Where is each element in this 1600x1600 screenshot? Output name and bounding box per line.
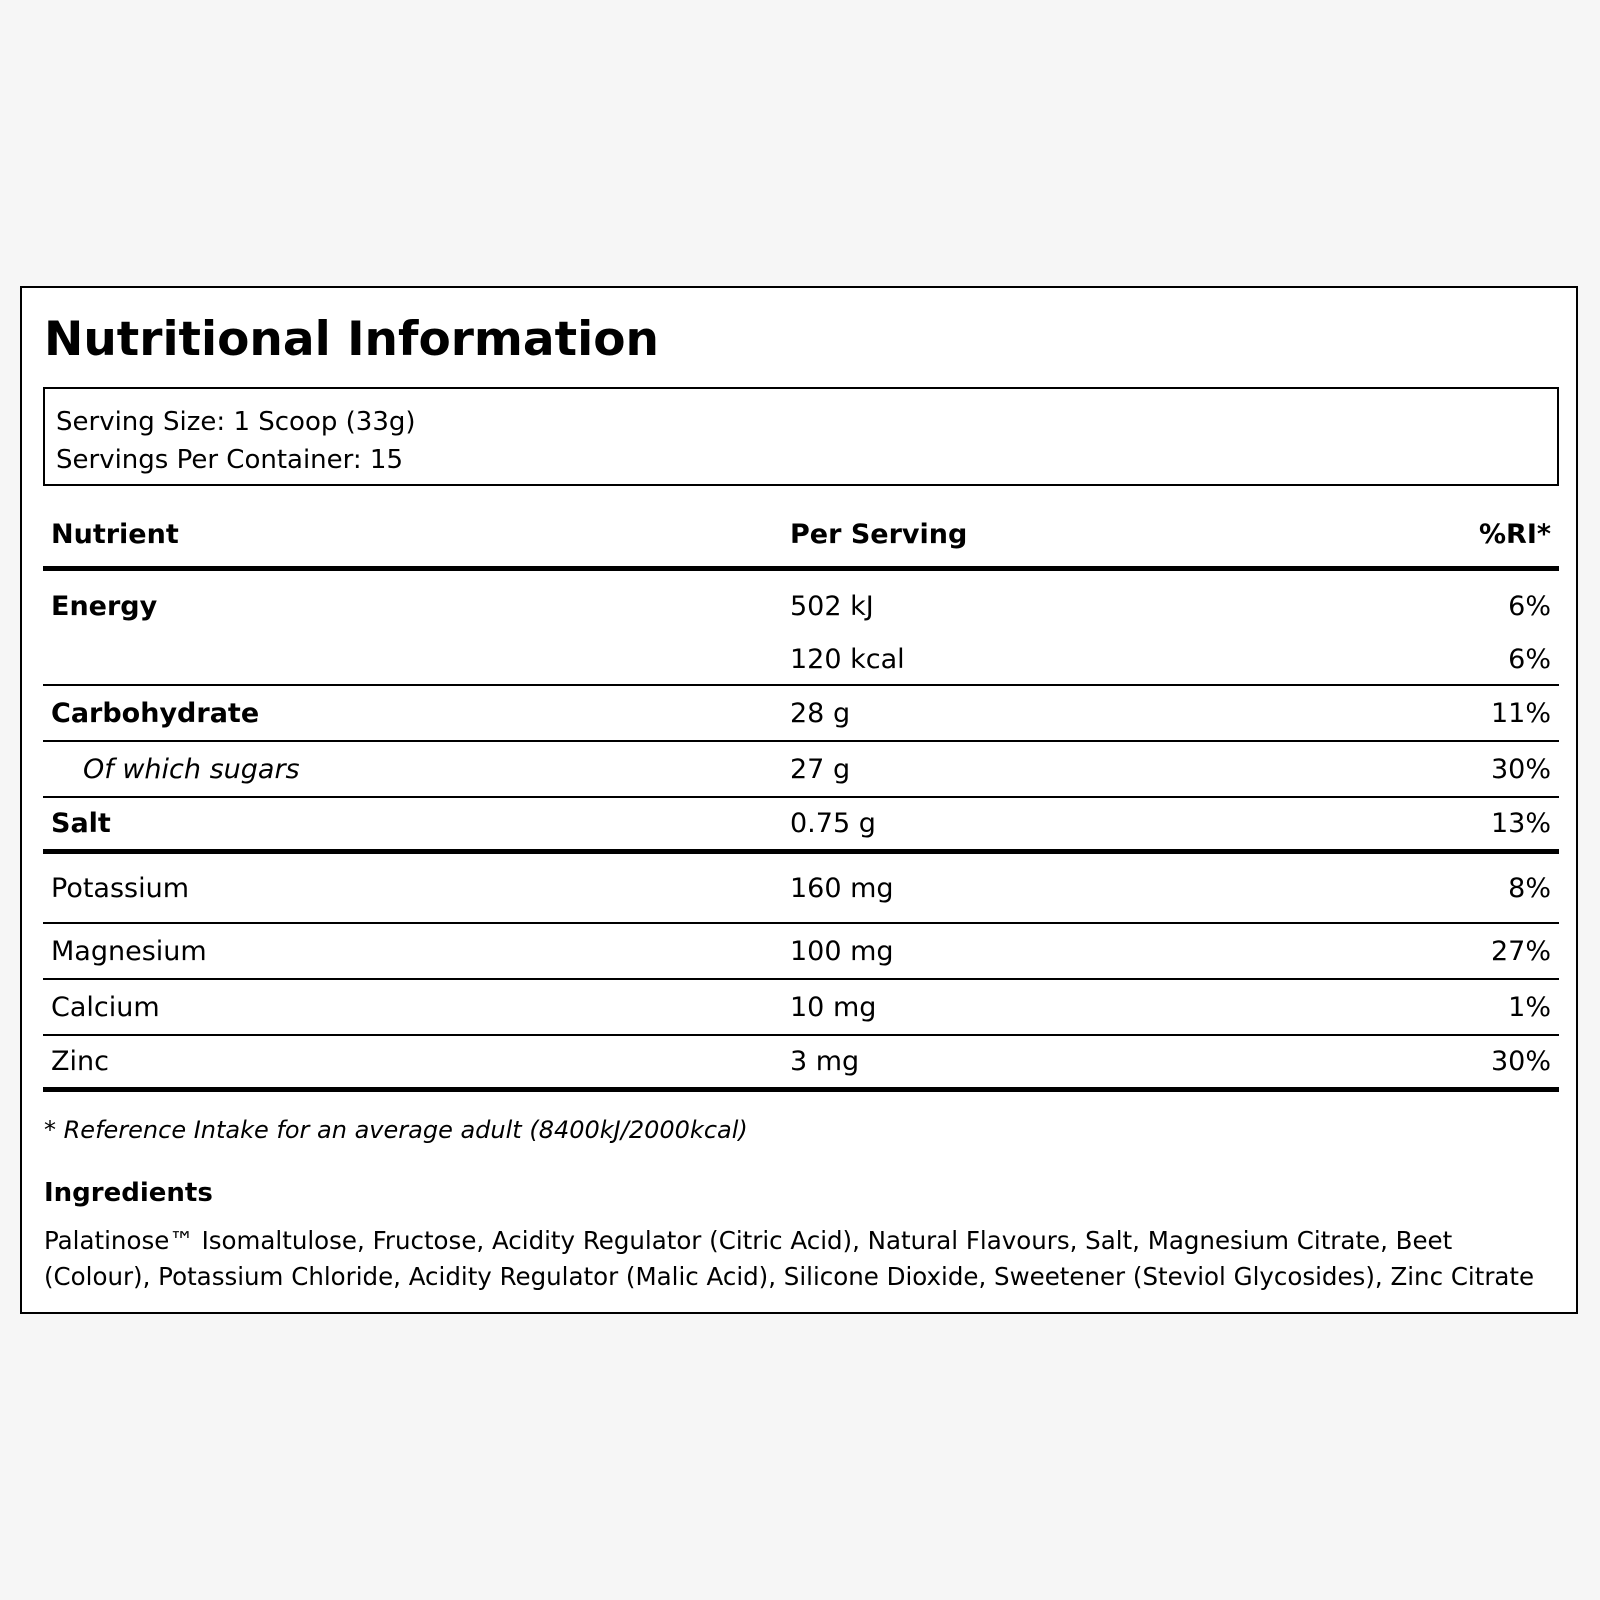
table-row-salt: Salt 0.75 g 13%: [43, 798, 1559, 854]
table-row-energy-kcal: 120 kcal 6%: [43, 634, 1559, 686]
per-serving-value: 120 kcal: [790, 643, 905, 675]
table-row-zinc: Zinc 3 mg 30%: [43, 1036, 1559, 1092]
per-serving-value: 10 mg: [790, 991, 877, 1023]
per-serving-value: 160 mg: [790, 872, 894, 904]
per-serving-value: 0.75 g: [790, 808, 876, 839]
ri-value: 30%: [1490, 1046, 1551, 1077]
table-row-magnesium: Magnesium 100 mg 27%: [43, 924, 1559, 980]
nutrient-name: Salt: [51, 808, 111, 839]
nutrient-name: Magnesium: [51, 935, 207, 967]
table-row-potassium: Potassium 160 mg 8%: [43, 854, 1559, 924]
table-header-row: Nutrient Per Serving %RI*: [43, 491, 1559, 571]
nutrient-name: Carbohydrate: [51, 697, 260, 729]
page-title: Nutritional Information: [44, 312, 659, 367]
nutrition-panel: Nutritional Information Serving Size: 1 …: [20, 286, 1578, 1314]
ri-value: 13%: [1490, 808, 1551, 839]
serving-size: Serving Size: 1 Scoop (33g): [56, 407, 416, 437]
ri-value: 8%: [1508, 872, 1551, 904]
per-serving-value: 100 mg: [790, 935, 894, 967]
nutrient-name: Of which sugars: [83, 753, 300, 785]
per-serving-value: 27 g: [790, 753, 851, 785]
servings-per-container: Servings Per Container: 15: [56, 445, 404, 475]
ri-value: 6%: [1508, 591, 1551, 622]
nutrient-name: Potassium: [51, 872, 190, 904]
nutrient-name: Energy: [51, 591, 158, 622]
table-row-calcium: Calcium 10 mg 1%: [43, 980, 1559, 1036]
table-row-sugars: Of which sugars 27 g 30%: [43, 742, 1559, 798]
per-serving-value: 3 mg: [790, 1046, 860, 1077]
reference-intake-footnote: * Reference Intake for an average adult …: [44, 1116, 748, 1144]
per-serving-value: 28 g: [790, 697, 851, 729]
serving-info-box: Serving Size: 1 Scoop (33g) Servings Per…: [43, 387, 1559, 486]
nutrient-name: Zinc: [51, 1046, 109, 1077]
table-row-energy-kj: Energy 502 kJ 6%: [43, 579, 1559, 634]
ri-value: 6%: [1508, 643, 1551, 675]
ri-value: 30%: [1490, 753, 1551, 785]
ingredients-list: Palatinose™ Isomaltulose, Fructose, Acid…: [44, 1226, 1535, 1291]
nutrient-name: Calcium: [51, 991, 160, 1023]
header-nutrient: Nutrient: [51, 519, 179, 550]
header-ri: %RI*: [1478, 519, 1551, 550]
ri-value: 11%: [1490, 697, 1551, 729]
per-serving-value: 502 kJ: [790, 591, 874, 622]
nutrition-table: Nutrient Per Serving %RI* Energy 502 kJ …: [43, 491, 1559, 1092]
ingredients-heading: Ingredients: [44, 1178, 213, 1208]
header-per-serving: Per Serving: [790, 519, 968, 550]
ri-value: 1%: [1508, 991, 1551, 1023]
ri-value: 27%: [1490, 935, 1551, 967]
table-row-carbohydrate: Carbohydrate 28 g 11%: [43, 686, 1559, 742]
